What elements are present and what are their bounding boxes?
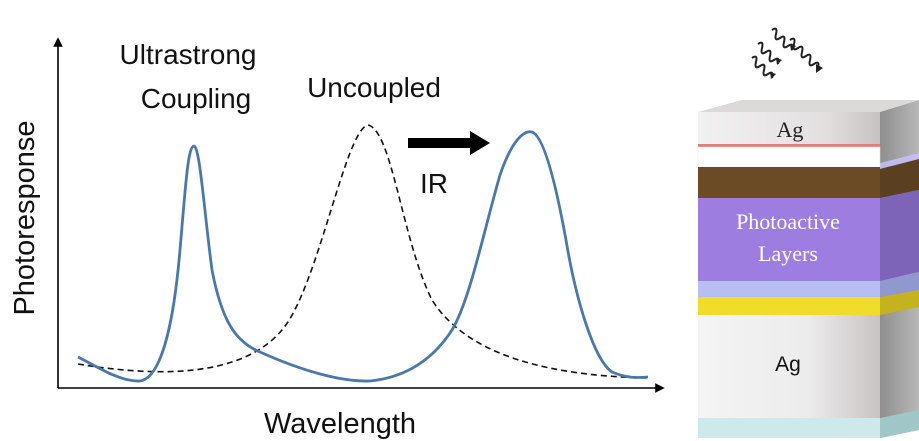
uncoupled-curve [77, 124, 649, 379]
layers-label: Layers [758, 241, 818, 266]
stack-top-face [698, 100, 919, 112]
y-axis-label: Photoresponse [9, 120, 41, 315]
coupled-curve [77, 130, 649, 383]
coupling-label: Coupling [141, 83, 252, 114]
pink-line [698, 144, 880, 147]
brown-layer [698, 167, 880, 198]
ultrastrong-label: Ultrastrong [120, 39, 257, 70]
ir-label: IR [420, 168, 448, 199]
device-stack: Ag Photoactive Layers Ag [697, 27, 919, 438]
bottom-ag-layer [698, 315, 880, 418]
top-ag-label: Ag [777, 117, 804, 142]
white-spacer [697, 146, 881, 168]
top-ag-layer [698, 112, 880, 144]
light-blue-layer [698, 281, 880, 297]
photoactive-label: Photoactive [736, 209, 840, 234]
uncoupled-label: Uncoupled [307, 72, 441, 103]
bottom-ag-label: Ag [775, 353, 801, 376]
ir-shift-arrow [408, 131, 490, 155]
yellow-layer [698, 297, 880, 315]
photoresponse-plot: Photoresponse Wavelength Ultrastrong Cou… [9, 37, 665, 440]
light-wave-icon [751, 27, 823, 79]
x-axis-label: Wavelength [264, 408, 416, 440]
photoactive-layer [698, 198, 880, 281]
substrate-layer [698, 418, 880, 438]
